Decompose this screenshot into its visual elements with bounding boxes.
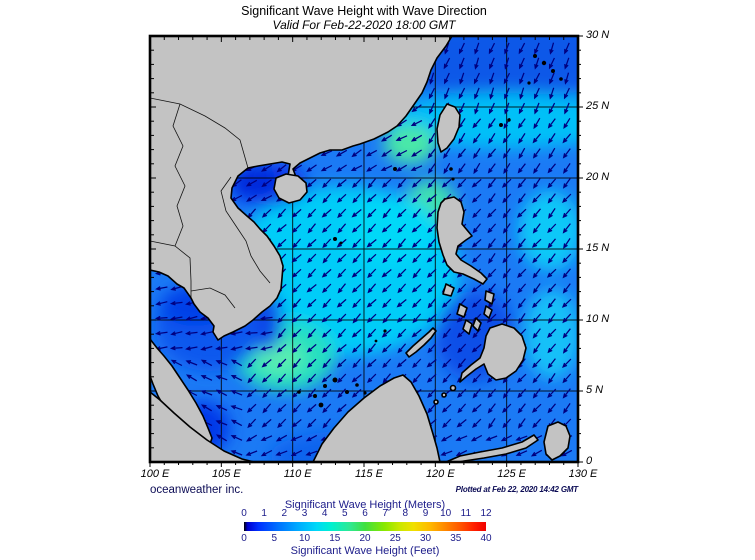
land-samar [484, 290, 495, 305]
land-negros [462, 319, 473, 335]
lat-label: 15 N [586, 242, 610, 254]
meters-tick: 7 [382, 508, 388, 519]
feet-tick: 25 [389, 533, 401, 544]
valid-time-subtitle: Valid For Feb-22-2020 18:00 GMT [272, 18, 456, 32]
country-borders [150, 97, 271, 309]
land-halmahera [543, 421, 571, 461]
feet-tick: 40 [480, 533, 492, 544]
feet-tick: 20 [359, 533, 371, 544]
land-masses [150, 36, 571, 462]
wave-map-canvas [148, 34, 583, 467]
lat-label: 30 N [586, 29, 610, 41]
plotted-timestamp: Plotted at Feb 22, 2020 14:42 GMT [455, 485, 579, 494]
land-luzon [436, 196, 488, 285]
land-mindoro [442, 283, 455, 297]
land-mainland-asia [150, 36, 453, 341]
meters-tick: 0 [241, 508, 247, 519]
meters-tick: 11 [460, 508, 472, 519]
feet-tick: 15 [329, 533, 341, 544]
land-taiwan [436, 103, 461, 153]
meters-tick: 2 [281, 508, 288, 519]
land-cebu [472, 317, 482, 332]
lon-label: 130 E [568, 468, 598, 480]
lat-label: 10 N [586, 313, 610, 325]
meters-tick: 10 [440, 508, 452, 519]
lon-label: 120 E [425, 468, 455, 480]
land-hainan [273, 173, 308, 204]
legend-feet-ticks: 0 5 10 15 20 25 30 35 40 [241, 533, 491, 545]
wave-height-colorbar [244, 522, 486, 531]
legend-meters-title: Significant Wave Height (Meters) [284, 499, 446, 511]
land-mindanao [459, 323, 527, 383]
feet-tick: 0 [241, 533, 247, 544]
land-palawan [405, 327, 437, 358]
lat-label: 5 N [586, 384, 604, 396]
oceanweather-credit: oceanweather inc. [150, 484, 244, 496]
meters-tick: 1 [261, 508, 267, 519]
meters-tick: 6 [362, 508, 368, 519]
small-islands [297, 54, 563, 408]
lon-label: 125 E [497, 468, 527, 480]
land-malay-peninsula [150, 338, 213, 446]
lat-label: 25 N [586, 100, 610, 112]
land-panay [456, 303, 468, 318]
wave-map [145, 31, 605, 481]
land-leyte [483, 305, 493, 319]
latitude-axis-labels: 30 N 25 N 20 N 15 N 10 N 5 N 0 [586, 29, 636, 467]
land-sulu-1 [449, 384, 457, 392]
land-sumatra [150, 391, 255, 462]
longitude-axis-labels: 100 E 105 E 110 E 115 E 120 E 125 E 130 E [141, 468, 598, 484]
meters-tick: 8 [402, 508, 409, 519]
feet-tick: 10 [298, 533, 311, 544]
land-borneo [312, 374, 441, 462]
legend-feet-title: Significant Wave Height (Feet) [290, 545, 440, 557]
lon-label: 110 E [283, 468, 312, 480]
page-title: Significant Wave Height with Wave Direct… [241, 4, 487, 18]
lon-label: 100 E [140, 468, 170, 480]
map-frame [148, 34, 580, 464]
feet-tick: 35 [450, 533, 462, 544]
meters-tick: 12 [480, 508, 492, 519]
meters-tick: 3 [301, 508, 308, 519]
lon-label: 115 E [355, 468, 383, 480]
feet-tick: 5 [271, 533, 278, 544]
meters-tick: 5 [342, 508, 348, 519]
land-sulu-2 [441, 392, 447, 398]
lat-label: 20 N [586, 171, 610, 183]
legend-meters-ticks: 0 1 2 3 4 5 6 7 8 9 10 11 12 [241, 508, 491, 520]
land-sulu-3 [433, 399, 439, 405]
feet-tick: 30 [419, 533, 432, 544]
meters-tick: 4 [321, 508, 328, 519]
meters-tick: 9 [422, 508, 429, 519]
lon-label: 105 E [211, 468, 241, 480]
lat-label: 0 [586, 455, 593, 467]
